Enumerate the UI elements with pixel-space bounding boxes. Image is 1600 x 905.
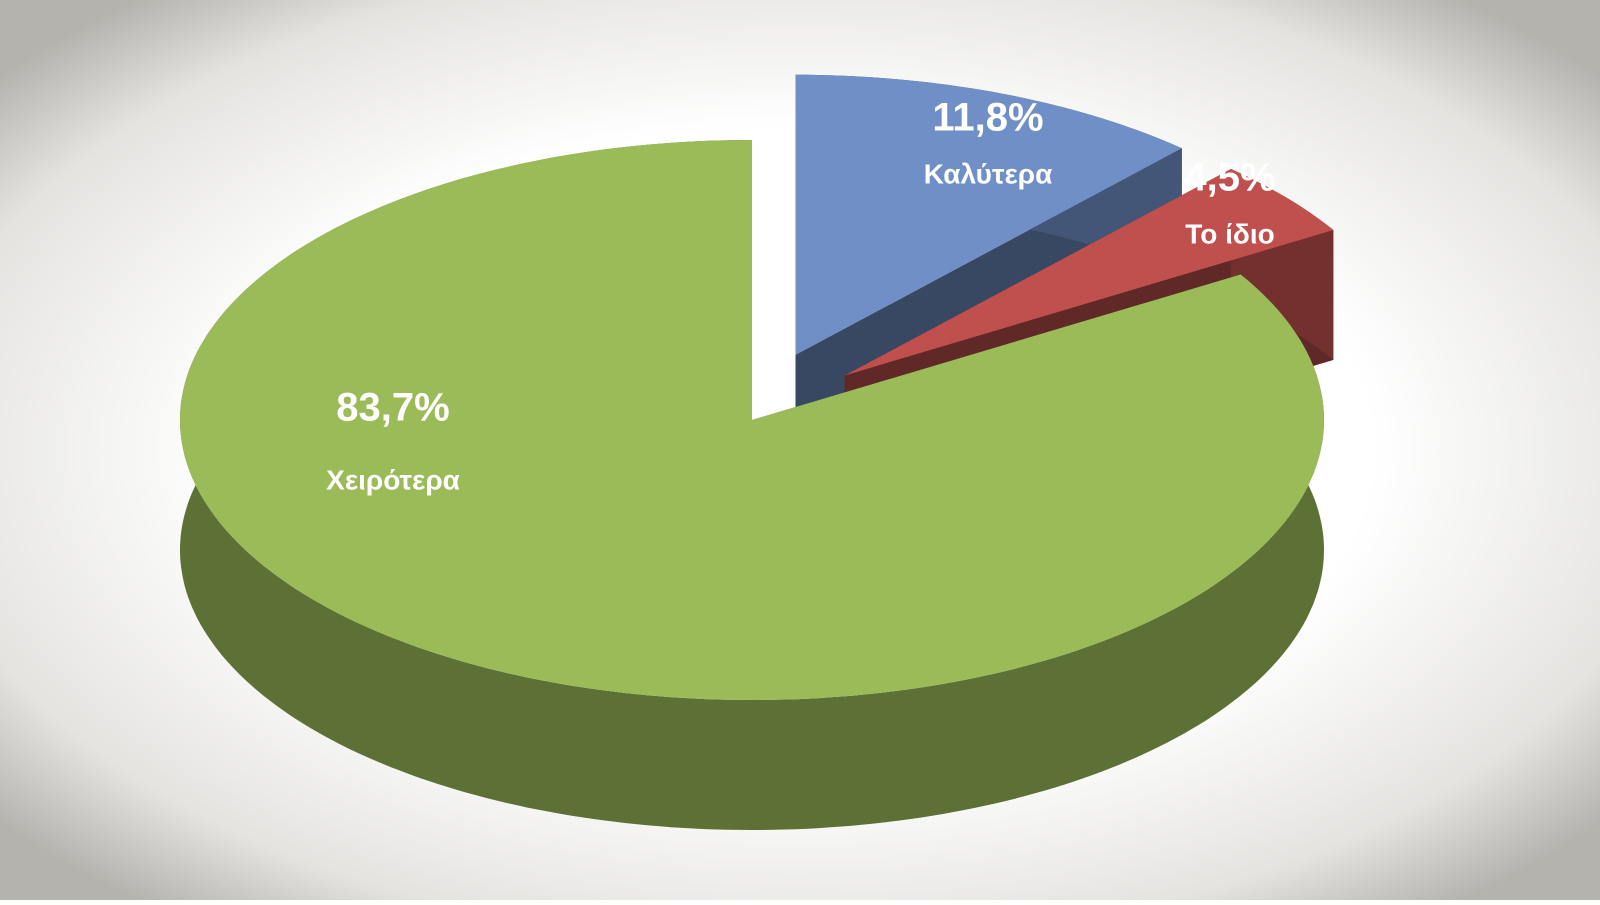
slice (180, 140, 1324, 830)
slice (180, 140, 1324, 700)
slice (844, 169, 1334, 376)
value-label: 4,5% (1184, 156, 1275, 200)
category-label: Καλύτερα (924, 158, 1053, 189)
slice (795, 74, 1182, 355)
value-label: 11,8% (932, 96, 1043, 140)
category-label: Χειρότερα (326, 464, 460, 495)
pie: 11,8% Καλύτερα 4,5% Το ίδιο 83,7% Χειρότερα (180, 74, 1334, 830)
category-label: Το ίδιο (1185, 218, 1275, 249)
value-label: 83,7% (336, 386, 449, 430)
